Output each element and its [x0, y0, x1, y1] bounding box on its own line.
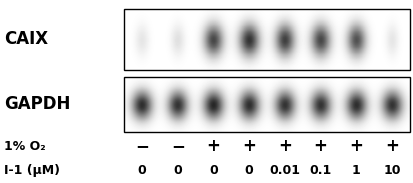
- Text: +: +: [277, 137, 291, 155]
- Text: +: +: [206, 137, 220, 155]
- Text: +: +: [242, 137, 256, 155]
- Text: 0: 0: [209, 164, 217, 177]
- Text: +: +: [313, 137, 327, 155]
- Text: GAPDH: GAPDH: [4, 95, 70, 113]
- Text: 1: 1: [351, 164, 360, 177]
- Bar: [124, 9, 409, 70]
- Text: I-1 (μM): I-1 (μM): [4, 164, 60, 177]
- Text: 0: 0: [244, 164, 253, 177]
- Text: 0.01: 0.01: [269, 164, 300, 177]
- Text: CAIX: CAIX: [4, 30, 48, 48]
- Text: 0: 0: [138, 164, 146, 177]
- Bar: [124, 77, 409, 132]
- Text: +: +: [349, 137, 362, 155]
- Text: −: −: [171, 137, 184, 155]
- Text: +: +: [384, 137, 398, 155]
- Text: 1% O₂: 1% O₂: [4, 140, 46, 153]
- Text: −: −: [135, 137, 149, 155]
- Text: 0.1: 0.1: [309, 164, 331, 177]
- Text: 10: 10: [382, 164, 400, 177]
- Text: 0: 0: [173, 164, 182, 177]
